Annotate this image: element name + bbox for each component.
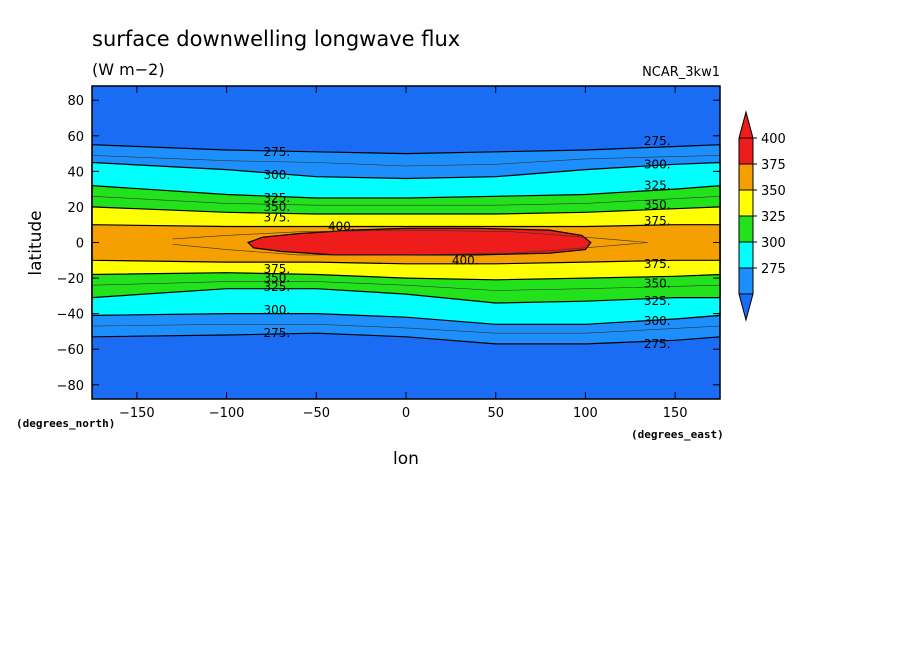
contour-labels: 275.300.325.350.375.400.400.375.350.325.…	[263, 134, 670, 351]
colorbar: 400 375 350 325 300 275	[738, 110, 786, 322]
y-tick-label: 0	[76, 237, 84, 252]
y-units-label: (degrees_north)	[16, 417, 115, 430]
contour-label: 325.	[263, 191, 290, 205]
colorbar-label: 375	[761, 158, 786, 173]
x-tick-label: 0	[402, 406, 410, 421]
x-tick-label: 50	[487, 406, 504, 421]
contour-label: 325.	[644, 294, 671, 308]
plot-area	[91, 86, 721, 399]
inner-contour-2	[91, 323, 721, 334]
colorbar-label: 325	[761, 210, 786, 225]
colorbar-segment	[738, 267, 754, 295]
contour-label: 300.	[644, 157, 671, 171]
colorbar-segment	[738, 215, 754, 243]
chart-title: surface downwelling longwave flux	[92, 27, 460, 51]
x-axis: −150 −100 −50 0 50 100 150	[119, 86, 688, 421]
y-tick-label: −20	[57, 272, 84, 287]
contour-label: 375.	[644, 257, 671, 271]
y-tick-label: 40	[67, 165, 84, 180]
contour-label: 325.	[644, 179, 671, 193]
y-tick-label: 20	[67, 201, 84, 216]
inner-contour-1	[91, 155, 721, 167]
colorbar-segment	[738, 189, 754, 217]
x-tick-label: −150	[119, 406, 155, 421]
x-axis-label: lon	[393, 449, 419, 469]
x-tick-label: 100	[573, 406, 598, 421]
y-tick-label: −40	[57, 308, 84, 323]
colorbar-label: 300	[761, 236, 786, 251]
y-axis-label: latitude	[26, 210, 46, 275]
x-units-label: (degrees_east)	[631, 428, 724, 441]
contour-label: 300.	[263, 303, 290, 317]
contour-label: 275.	[644, 337, 671, 351]
inner-contour-3	[91, 196, 721, 206]
model-name: NCAR_3kw1	[642, 65, 720, 80]
contour-label: 350.	[644, 276, 671, 290]
y-tick-label: −60	[57, 343, 84, 358]
contour-label: 400.	[328, 219, 355, 233]
x-tick-label: −50	[303, 406, 330, 421]
contour-lines	[91, 155, 721, 334]
y-tick-label: 80	[67, 94, 84, 109]
colorbar-under-arrow	[738, 293, 754, 322]
colorbar-label: 275	[761, 262, 786, 277]
inner-contour-0	[172, 229, 649, 256]
contour-label: 375.	[644, 214, 671, 228]
colorbar-segment	[738, 241, 754, 269]
colorbar-label: 350	[761, 184, 786, 199]
contour-label: 275.	[263, 145, 290, 159]
colorbar-segment	[738, 137, 754, 165]
contour-label: 275.	[644, 134, 671, 148]
y-tick-label: −80	[57, 379, 84, 394]
contour-label: 350.	[263, 271, 290, 285]
contour-label: 275.	[263, 326, 290, 340]
contour-label: 375.	[263, 262, 290, 276]
contour-label: 400.	[452, 253, 479, 267]
contour-label: 350.	[263, 200, 290, 214]
contour-label: 300.	[644, 314, 671, 328]
x-tick-label: 150	[663, 406, 688, 421]
contour-label: 375.	[263, 211, 290, 225]
contour-label: 350.	[644, 198, 671, 212]
colorbar-label: 400	[761, 132, 786, 147]
colorbar-segment	[738, 163, 754, 191]
y-axis: 80 60 40 20 0 −20 −40 −60 −80	[57, 94, 720, 394]
inner-contour-4	[91, 281, 721, 291]
colorbar-over-arrow	[738, 110, 754, 139]
contour-label: 325.	[263, 280, 290, 294]
contour-label: 300.	[263, 168, 290, 182]
chart-units: (W m−2)	[92, 60, 165, 79]
y-tick-label: 60	[67, 130, 84, 145]
x-tick-label: −100	[209, 406, 245, 421]
